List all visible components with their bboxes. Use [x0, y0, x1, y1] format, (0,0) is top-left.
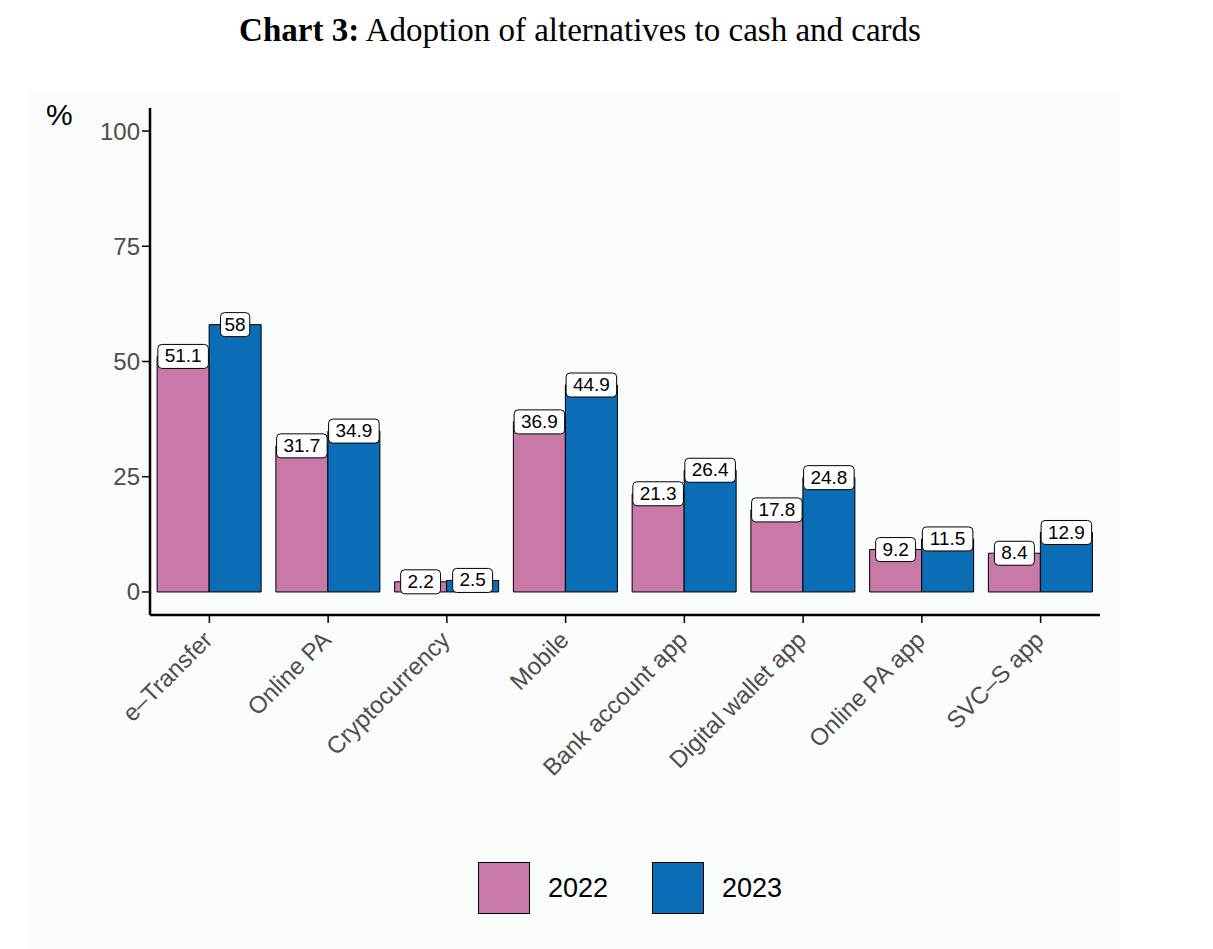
svg-text:Online PA app: Online PA app	[804, 626, 930, 752]
svg-text:9.2: 9.2	[882, 539, 908, 560]
svg-text:44.9: 44.9	[573, 374, 610, 395]
svg-text:12.9: 12.9	[1048, 522, 1085, 543]
svg-text:SVC–S app: SVC–S app	[941, 626, 1049, 734]
svg-text:50: 50	[113, 348, 140, 375]
svg-text:Digital wallet app: Digital wallet app	[664, 626, 811, 773]
svg-text:Online PA: Online PA	[242, 626, 336, 720]
svg-text:11.5: 11.5	[930, 528, 966, 549]
svg-text:e–Transfer: e–Transfer	[117, 626, 218, 727]
svg-text:8.4: 8.4	[1001, 542, 1028, 563]
svg-text:2.2: 2.2	[407, 571, 433, 592]
svg-text:25: 25	[113, 463, 140, 490]
html-text:2022: 2022	[547, 872, 608, 903]
svg-text:Bank account app: Bank account app	[537, 625, 693, 781]
svg-text:21.3: 21.3	[640, 483, 677, 504]
svg-text:26.4: 26.4	[692, 459, 729, 480]
svg-text:34.9: 34.9	[335, 420, 372, 441]
html-text:2023: 2023	[722, 872, 783, 903]
svg-text:2.5: 2.5	[459, 569, 485, 590]
svg-text:58: 58	[225, 314, 246, 335]
svg-text:36.9: 36.9	[521, 411, 558, 432]
svg-text:31.7: 31.7	[283, 435, 320, 456]
svg-text:51.1: 51.1	[165, 345, 202, 366]
svg-text:Mobile: Mobile	[505, 626, 574, 695]
svg-text:100: 100	[100, 118, 140, 145]
svg-text:24.8: 24.8	[810, 467, 847, 488]
svg-text:0: 0	[127, 578, 140, 605]
svg-text:17.8: 17.8	[758, 499, 795, 520]
svg-text:75: 75	[113, 233, 140, 260]
svg-text:Cryptocurrency: Cryptocurrency	[321, 626, 455, 760]
html-text:Chart 3: Adoption of alternati: Chart 3: Adoption of alternatives to cas…	[239, 12, 921, 48]
